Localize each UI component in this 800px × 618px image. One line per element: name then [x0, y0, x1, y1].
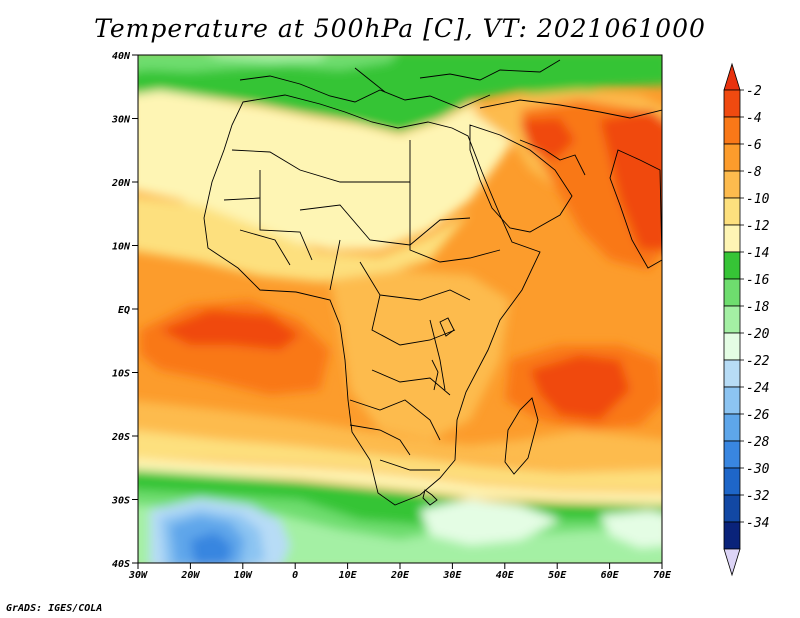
- colorbar-label: -4: [746, 111, 762, 126]
- lat-tick-label: 20N: [111, 178, 131, 189]
- colorbar-label: -18: [746, 300, 770, 315]
- colorbar-segment: [723, 359, 741, 388]
- lon-tick-label: 40E: [496, 570, 515, 581]
- colorbar-label: -28: [746, 435, 770, 450]
- lon-tick-label: 60E: [601, 570, 620, 581]
- colorbar-label: -20: [746, 327, 770, 342]
- colorbar-segment: [723, 386, 741, 415]
- colorbar-segment: [723, 332, 741, 361]
- lat-tick-label: 30S: [111, 496, 130, 507]
- lat-tick-label: 40S: [112, 559, 130, 570]
- colorbar-segment: [723, 89, 741, 118]
- colorbar-label: -12: [746, 219, 770, 234]
- lon-tick-label: 0: [292, 570, 298, 581]
- lon-tick-label: 20E: [390, 570, 410, 581]
- lat-tick-label: 10N: [112, 242, 131, 253]
- colorbar-segment: [723, 305, 741, 334]
- lon-tick-label: 10W: [234, 570, 253, 581]
- colorbar-label: -24: [746, 381, 769, 396]
- colorbar-segment: [723, 116, 741, 145]
- colorbar-label: -34: [746, 516, 769, 531]
- colorbar-segment: [723, 170, 741, 199]
- lon-tick-label: 70E: [653, 570, 672, 581]
- temperature-field: [138, 55, 662, 563]
- lon-tick-label: 10E: [339, 570, 358, 581]
- lat-tick-label: 40N: [112, 51, 131, 62]
- coastlines: [203, 59, 662, 506]
- lon-tick-label: 30W: [128, 570, 148, 581]
- colorbar-label: -26: [746, 408, 770, 423]
- lon-tick-label: 30E: [442, 570, 462, 581]
- grads-credit: GrADS: IGES/COLA: [6, 603, 103, 614]
- colorbar-label: -2: [746, 84, 762, 99]
- lat-tick-label: 10S: [112, 369, 130, 380]
- lon-tick-label: 50E: [548, 570, 567, 581]
- colorbar-segment: [723, 413, 741, 442]
- colorbar: -2 -4 -6 -8 -10 -12 -14 -16 -18 -20 -22 -24 -26 -28 -3…: [723, 62, 770, 577]
- colorbar-segment: [723, 467, 741, 496]
- map-title: Temperature at 500hPa [C], VT: 202106100…: [94, 14, 706, 43]
- colorbar-segment: [723, 494, 741, 523]
- colorbar-top-arrow: [723, 62, 741, 91]
- colorbar-segment: [723, 440, 741, 469]
- colorbar-label: -22: [746, 354, 770, 369]
- colorbar-segment: [723, 143, 741, 172]
- colorbar-bottom-arrow: [723, 548, 741, 577]
- colorbar-label: -14: [746, 246, 769, 261]
- colorbar-segment: [723, 251, 741, 280]
- colorbar-segment: [723, 278, 741, 307]
- colorbar-segment: [723, 197, 741, 226]
- colorbar-label: -32: [746, 489, 770, 504]
- colorbar-label: -8: [746, 165, 762, 180]
- colorbar-label: -16: [746, 273, 770, 288]
- lat-tick-label: EQ: [118, 305, 130, 316]
- lat-tick-label: 20S: [111, 432, 130, 443]
- colorbar-segment: [723, 521, 741, 550]
- lon-tick-label: 20W: [180, 570, 200, 581]
- colorbar-label: -30: [746, 462, 770, 477]
- colorbar-label: -6: [746, 138, 762, 153]
- latitude-axis: 40N 30N 20N 10N EQ 10S 20S 30S 40S: [111, 51, 138, 570]
- lat-tick-label: 30N: [111, 115, 131, 126]
- longitude-axis: 30W 20W 10W 0 10E 20E 30E 40E 50E 60E 70E: [128, 563, 672, 581]
- colorbar-label: -10: [746, 192, 770, 207]
- colorbar-segment: [723, 224, 741, 253]
